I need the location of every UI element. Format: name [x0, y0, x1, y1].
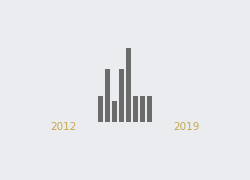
- Bar: [126, 48, 131, 122]
- Bar: [105, 69, 110, 122]
- Bar: [98, 96, 103, 122]
- Bar: [140, 96, 145, 122]
- Bar: [147, 96, 152, 122]
- Bar: [119, 69, 124, 122]
- Bar: [133, 96, 138, 122]
- Text: 2019: 2019: [174, 122, 200, 132]
- Bar: [112, 101, 117, 122]
- Text: 2012: 2012: [50, 122, 76, 132]
